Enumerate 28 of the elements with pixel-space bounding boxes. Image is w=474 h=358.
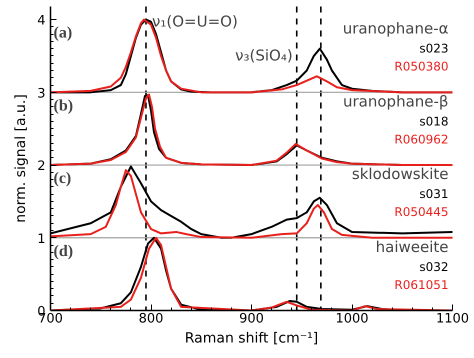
- annotation: R050445: [394, 205, 449, 220]
- x-tick-label: 900: [239, 312, 264, 326]
- annotation: s023: [419, 42, 448, 56]
- x-tick-label: 800: [138, 312, 164, 326]
- y-tick-label: 3: [37, 86, 46, 102]
- ref-line-label: ν₁(O=U=O): [152, 12, 238, 30]
- x-tick-label: 1100: [436, 312, 470, 326]
- y-tick-label: 1: [37, 232, 46, 247]
- annotation: R060962: [394, 132, 449, 146]
- annotation: uranophane-α: [342, 20, 449, 38]
- annotation: s031: [419, 187, 448, 202]
- y-tick-label: 2: [37, 159, 46, 174]
- annotation: s032: [419, 260, 448, 274]
- x-axis-title: Raman shift [cm⁻¹]: [184, 330, 318, 346]
- y-axis-title: norm. signal [a.u.]: [13, 94, 30, 223]
- annotation: s018: [419, 114, 448, 128]
- y-tick-label: 4: [37, 14, 46, 29]
- annotation: R050380: [394, 60, 449, 74]
- annotation: (d): [54, 242, 74, 260]
- annotation: uranophane-β: [343, 92, 449, 110]
- annotation: (b): [54, 97, 74, 114]
- annotation: haiweeite: [376, 238, 449, 256]
- annotation: (c): [54, 170, 72, 188]
- annotation: (a): [54, 24, 72, 42]
- annotation: R061051: [394, 278, 449, 292]
- x-tick-label: 1000: [335, 312, 369, 326]
- annotation: sklodowskite: [352, 165, 448, 184]
- ref-line-label: ν₃(SiO₄): [235, 46, 293, 64]
